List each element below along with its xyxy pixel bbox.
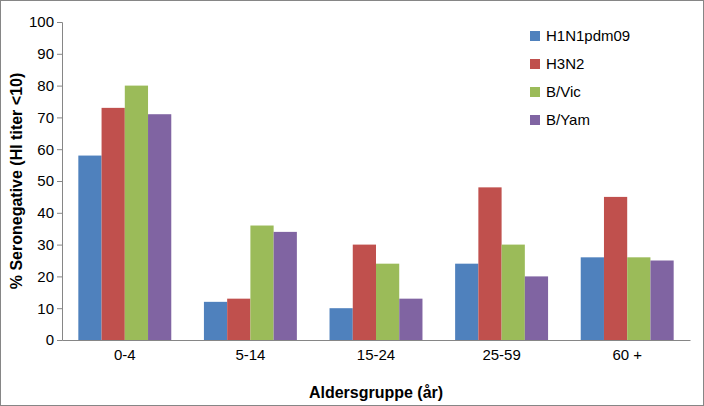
bar	[125, 86, 148, 340]
y-tick-mark	[57, 245, 62, 246]
bar	[627, 257, 650, 340]
y-tick-mark	[57, 54, 62, 55]
bar	[455, 264, 478, 340]
x-tick-label: 60 +	[612, 346, 642, 363]
bar	[650, 261, 673, 341]
plot: 0 10 20 30 40 50 60 70 80 90 100 0-4 5-14 15-24 25-59 6…	[29, 13, 691, 362]
bar	[204, 302, 227, 340]
y-tick-label: 100	[29, 13, 54, 30]
y-tick-mark	[57, 149, 62, 150]
y-tick: 100	[29, 13, 62, 30]
bars	[78, 86, 673, 340]
x-tick: 25-59	[482, 340, 520, 363]
y-tick-label: 80	[37, 77, 54, 94]
y-tick-mark	[57, 276, 62, 277]
y-axis: 0 10 20 30 40 50 60 70 80 90 100	[29, 13, 63, 348]
y-tick-mark	[57, 22, 62, 23]
x-tick-label: 15-24	[357, 346, 395, 363]
y-tick: 20	[37, 268, 62, 285]
legend-label: B/Yam	[546, 111, 590, 128]
bar-series	[148, 114, 674, 340]
y-tick-label: 40	[37, 204, 54, 221]
legend-item: H1N1pdm09	[530, 27, 630, 44]
bar	[78, 156, 101, 340]
y-tick: 50	[37, 172, 62, 189]
y-tick: 60	[37, 141, 62, 158]
legend-swatch	[530, 115, 540, 125]
bar-series	[125, 86, 651, 340]
x-tick: 0-4	[114, 340, 136, 363]
bar	[148, 114, 171, 340]
y-tick: 80	[37, 77, 62, 94]
bar	[102, 108, 125, 340]
legend-swatch	[530, 59, 540, 69]
bar	[353, 245, 376, 340]
y-tick: 30	[37, 236, 62, 253]
legend-item: B/Vic	[530, 83, 581, 100]
y-tick-label: 20	[37, 268, 54, 285]
y-tick-label: 60	[37, 141, 54, 158]
y-tick: 0	[46, 331, 62, 348]
bar	[502, 245, 525, 340]
legend-item: H3N2	[530, 55, 584, 72]
y-tick-label: 10	[37, 300, 54, 317]
y-tick-mark	[57, 340, 62, 341]
x-axis-title: Aldersgruppe (år)	[309, 384, 443, 401]
x-tick-label: 0-4	[114, 346, 136, 363]
legend-label: B/Vic	[546, 83, 581, 100]
bar	[581, 257, 604, 340]
bar	[604, 197, 627, 340]
y-axis-line	[57, 23, 63, 341]
x-axis-line	[63, 340, 691, 341]
y-tick-mark	[57, 213, 62, 214]
legend-item: B/Yam	[530, 111, 590, 128]
bar	[227, 299, 250, 340]
x-tick: 5-14	[235, 340, 265, 363]
bar	[399, 299, 422, 340]
y-tick: 70	[37, 109, 62, 126]
bar	[250, 226, 273, 340]
chart-frame	[1, 1, 704, 406]
legend-swatch	[530, 87, 540, 97]
legend-label: H1N1pdm09	[546, 27, 630, 44]
y-tick-mark	[57, 181, 62, 182]
chart: 0 10 20 30 40 50 60 70 80 90 100 0-4 5-14 15-24 25-59 6…	[0, 0, 704, 406]
y-tick-label: 90	[37, 45, 54, 62]
legend: H1N1pdm09 H3N2 B/Vic B/Yam	[530, 27, 630, 128]
x-tick-label: 25-59	[482, 346, 520, 363]
y-tick-mark	[57, 86, 62, 87]
y-tick-mark	[57, 308, 62, 309]
y-tick-label: 0	[46, 331, 54, 348]
y-tick-label: 30	[37, 236, 54, 253]
bar	[478, 187, 501, 340]
x-tick: 60 +	[612, 340, 642, 363]
y-axis-title: % Seronegative (HI titer <10)	[8, 73, 25, 290]
x-tick-label: 5-14	[235, 346, 265, 363]
y-tick-label: 70	[37, 109, 54, 126]
x-axis: 0-4 5-14 15-24 25-59 60 +	[63, 340, 691, 363]
x-tick: 15-24	[357, 340, 395, 363]
bar	[274, 232, 297, 340]
y-tick: 40	[37, 204, 62, 221]
bar	[525, 276, 548, 340]
y-tick-label: 50	[37, 172, 54, 189]
bar-series	[102, 108, 628, 340]
bar	[376, 264, 399, 340]
bar	[330, 308, 353, 340]
legend-label: H3N2	[546, 55, 584, 72]
y-tick: 10	[37, 300, 62, 317]
y-tick-mark	[57, 117, 62, 118]
y-tick: 90	[37, 45, 62, 62]
legend-swatch	[530, 31, 540, 41]
